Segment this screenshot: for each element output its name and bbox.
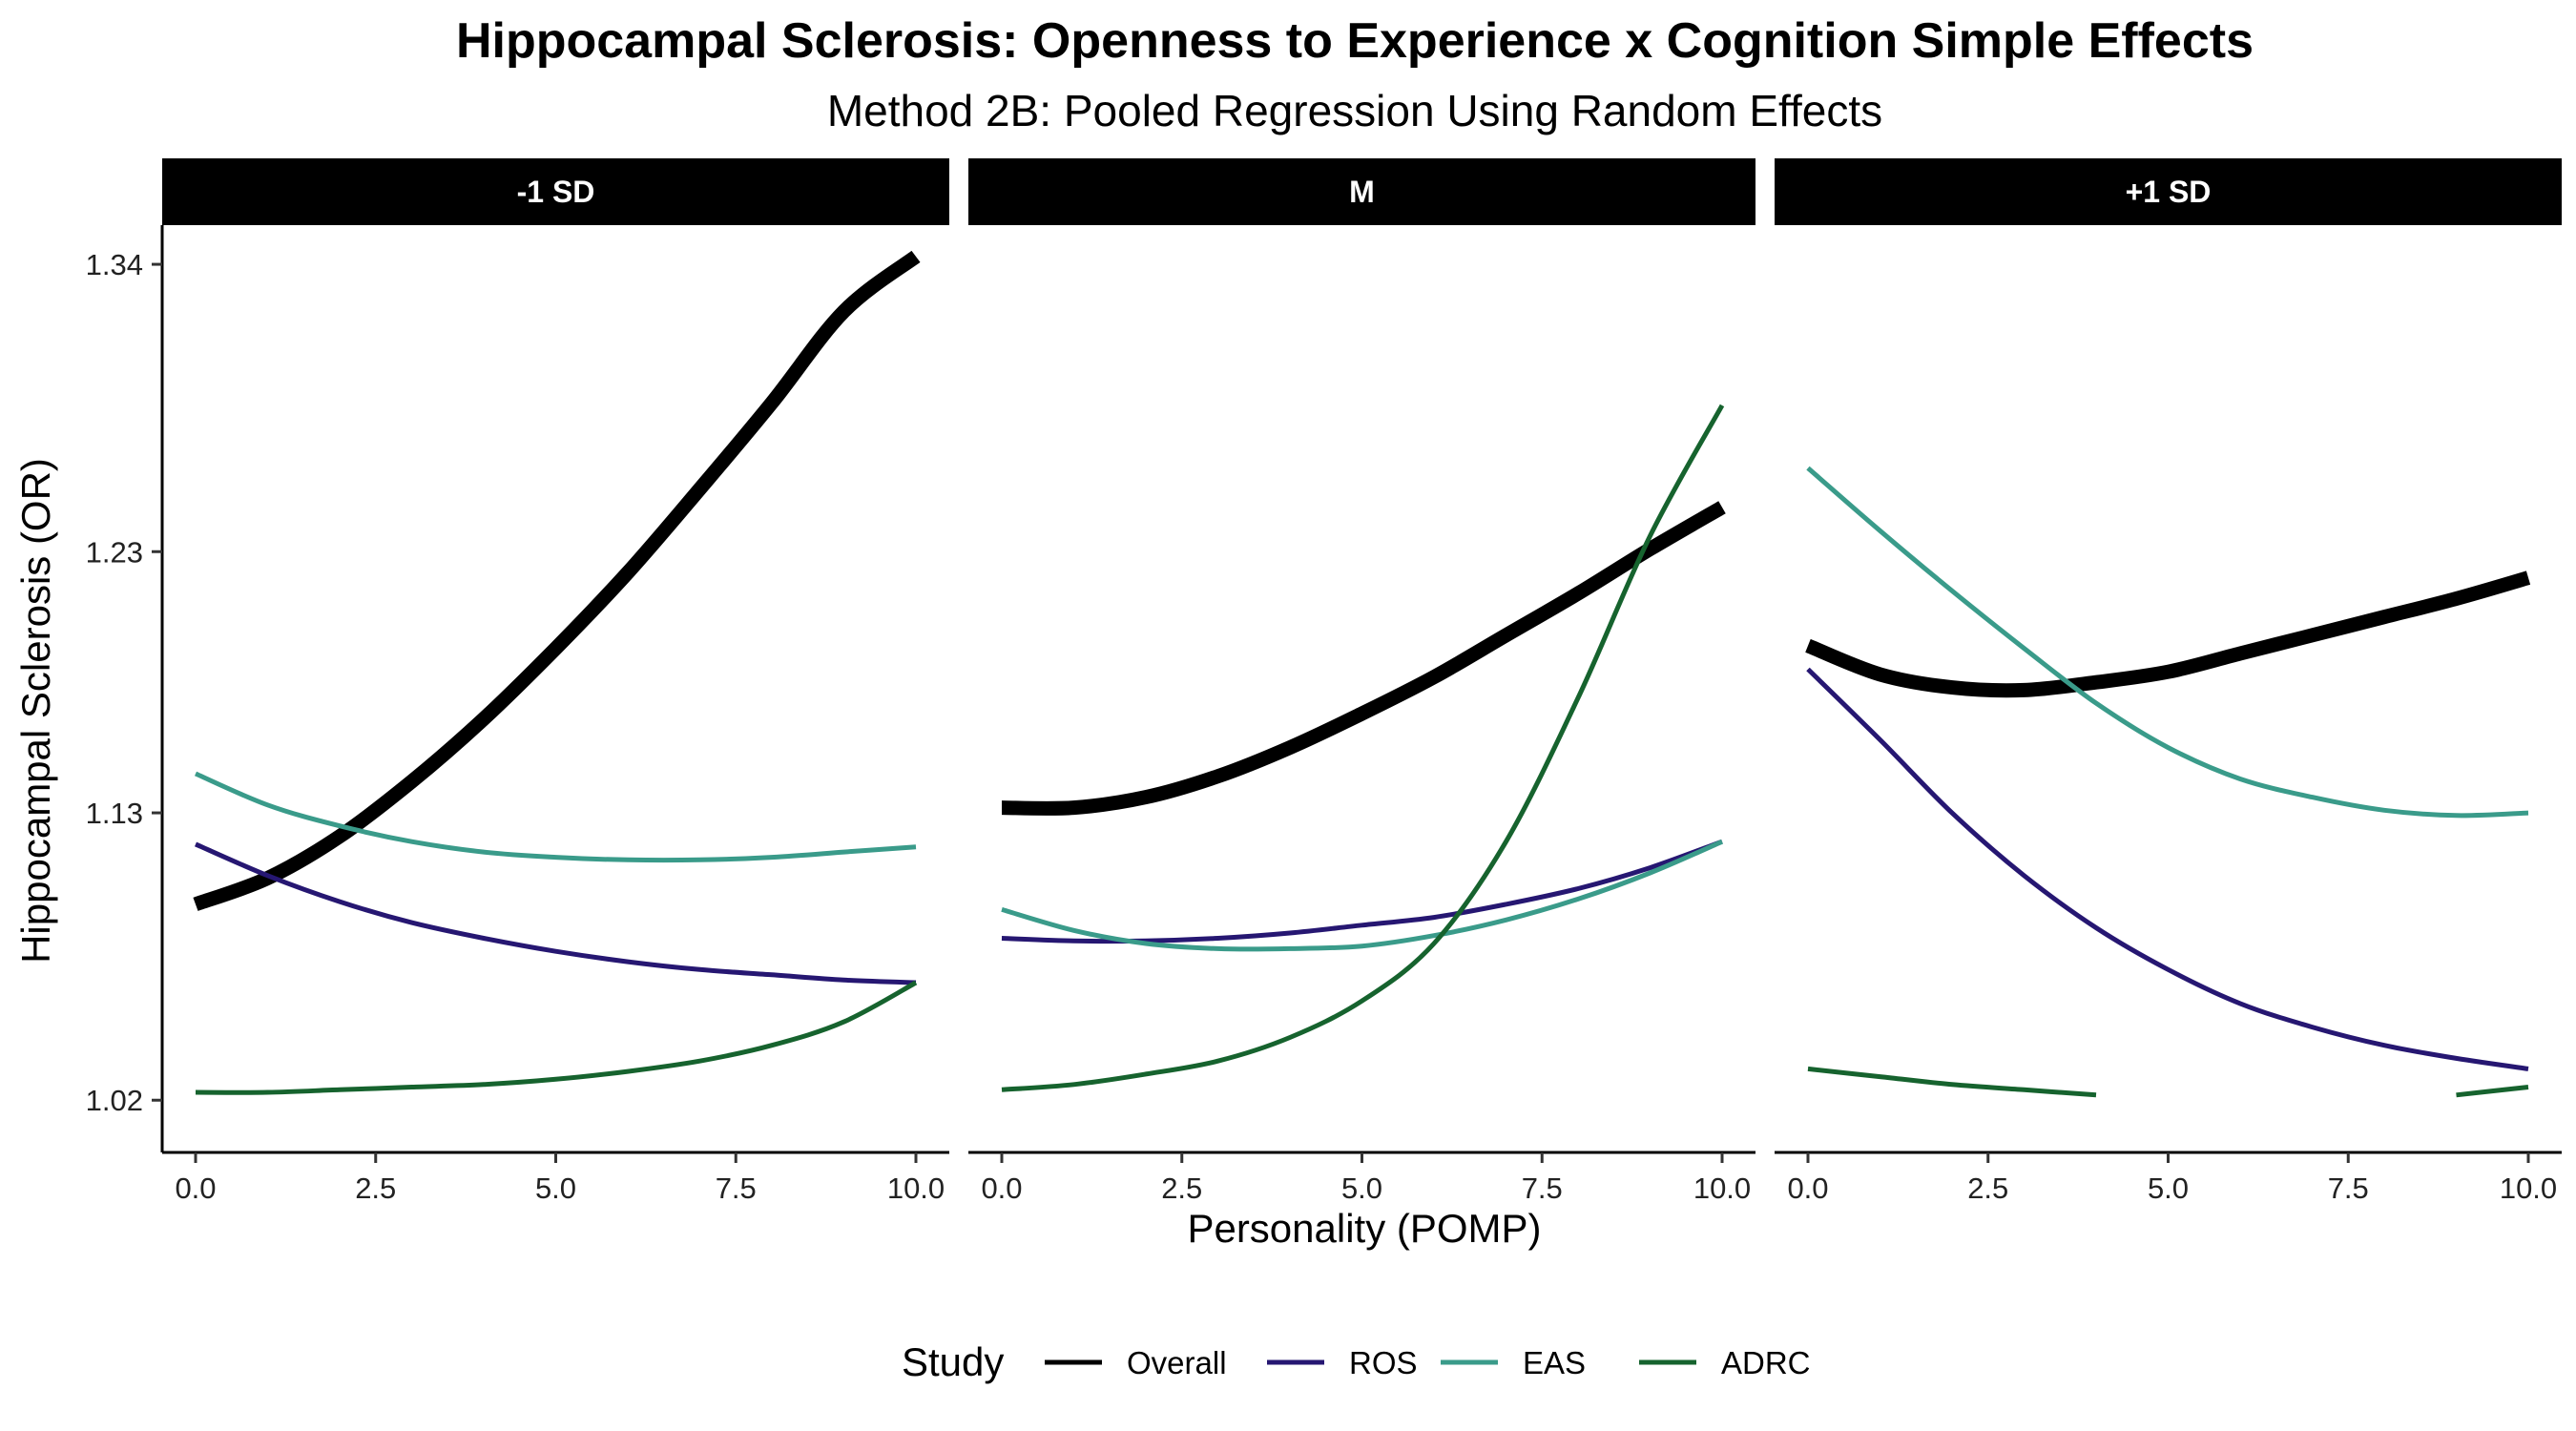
x-tick-label: 0.0 bbox=[175, 1172, 216, 1205]
series-line-ros bbox=[1806, 667, 2529, 1071]
facet-strip bbox=[162, 158, 949, 225]
x-tick-label: 5.0 bbox=[2148, 1172, 2189, 1205]
panel-m: M 0.0 2.5 5.0 7.5 10.0 bbox=[968, 158, 1755, 1205]
x-tick-label: 7.5 bbox=[716, 1172, 757, 1205]
facet-strip-label: -1 SD bbox=[517, 175, 595, 209]
x-tick-label: 10.0 bbox=[2500, 1172, 2557, 1205]
facet-panels: -1 SD0.0 2.5 5.0 7.5 10.0M0.0 2.5 5.0 7.5 10.0+1… bbox=[162, 158, 2562, 1205]
facet-strip bbox=[1775, 158, 2562, 225]
x-tick-label: 10.0 bbox=[1693, 1172, 1751, 1205]
x-tick-label: 7.5 bbox=[1522, 1172, 1563, 1205]
x-axis-title: Personality (POMP) bbox=[1187, 1206, 1541, 1251]
x-tick-label: 5.0 bbox=[1341, 1172, 1382, 1205]
panel-1-sd: -1 SD 0.0 2.5 5.0 7.5 10.0 bbox=[162, 158, 949, 1205]
chart-subtitle: Method 2B: Pooled Regression Using Rando… bbox=[827, 86, 1882, 135]
legend-label-adrc: ADRC bbox=[1721, 1345, 1811, 1380]
x-tick-label: 2.5 bbox=[1161, 1172, 1202, 1205]
legend-item-adrc: ADRC bbox=[1639, 1345, 1811, 1380]
series-line-ros bbox=[1001, 839, 1723, 944]
x-tick-label: 2.5 bbox=[1967, 1172, 2008, 1205]
y-axis: 1.02 1.13 1.23 1.34 bbox=[86, 225, 164, 1152]
series-line-eas bbox=[194, 771, 917, 863]
legend-title: Study bbox=[902, 1339, 1004, 1384]
series-line-overall bbox=[193, 250, 921, 911]
facet-strip-label: +1 SD bbox=[2126, 175, 2212, 209]
x-tick-label: 0.0 bbox=[1787, 1172, 1828, 1205]
facet-strip bbox=[968, 158, 1755, 225]
y-tick-label: 1.13 bbox=[86, 797, 143, 830]
series-line-eas bbox=[1806, 466, 2529, 819]
panel-1-sd: +1 SD 0.0 2.5 5.0 7.5 10.0 bbox=[1775, 158, 2562, 1205]
facet-strip-label: M bbox=[1349, 175, 1375, 209]
y-tick-label: 1.34 bbox=[86, 248, 143, 281]
series-line-ros bbox=[194, 841, 917, 985]
series-line-adrc bbox=[195, 980, 918, 1095]
x-tick-label: 5.0 bbox=[535, 1172, 576, 1205]
legend: Study Overall ROS EAS ADRC bbox=[902, 1339, 1811, 1384]
legend-label-eas: EAS bbox=[1523, 1345, 1586, 1380]
legend-label-ros: ROS bbox=[1349, 1345, 1418, 1380]
legend-label-overall: Overall bbox=[1127, 1345, 1227, 1380]
y-tick-label: 1.23 bbox=[86, 535, 143, 569]
series-line-adrc-seg2 bbox=[2456, 1085, 2529, 1098]
legend-item-eas: EAS bbox=[1441, 1345, 1586, 1380]
series-line-overall bbox=[1805, 570, 2531, 698]
y-tick-label: 1.02 bbox=[86, 1084, 143, 1117]
legend-item-ros: ROS bbox=[1267, 1345, 1418, 1380]
x-tick-label: 0.0 bbox=[981, 1172, 1022, 1205]
series-line-adrc bbox=[1001, 404, 1725, 1092]
series-line-adrc-seg1 bbox=[1807, 1066, 2097, 1098]
series-line-eas bbox=[1001, 839, 1724, 952]
legend-item-overall: Overall bbox=[1045, 1345, 1227, 1380]
x-tick-label: 7.5 bbox=[2328, 1172, 2369, 1205]
chart-title: Hippocampal Sclerosis: Openness to Exper… bbox=[456, 13, 2254, 69]
series-line-overall bbox=[1001, 501, 1726, 816]
x-tick-label: 10.0 bbox=[887, 1172, 945, 1205]
x-tick-label: 2.5 bbox=[355, 1172, 396, 1205]
y-axis-title: Hippocampal Sclerosis (OR) bbox=[13, 458, 58, 964]
